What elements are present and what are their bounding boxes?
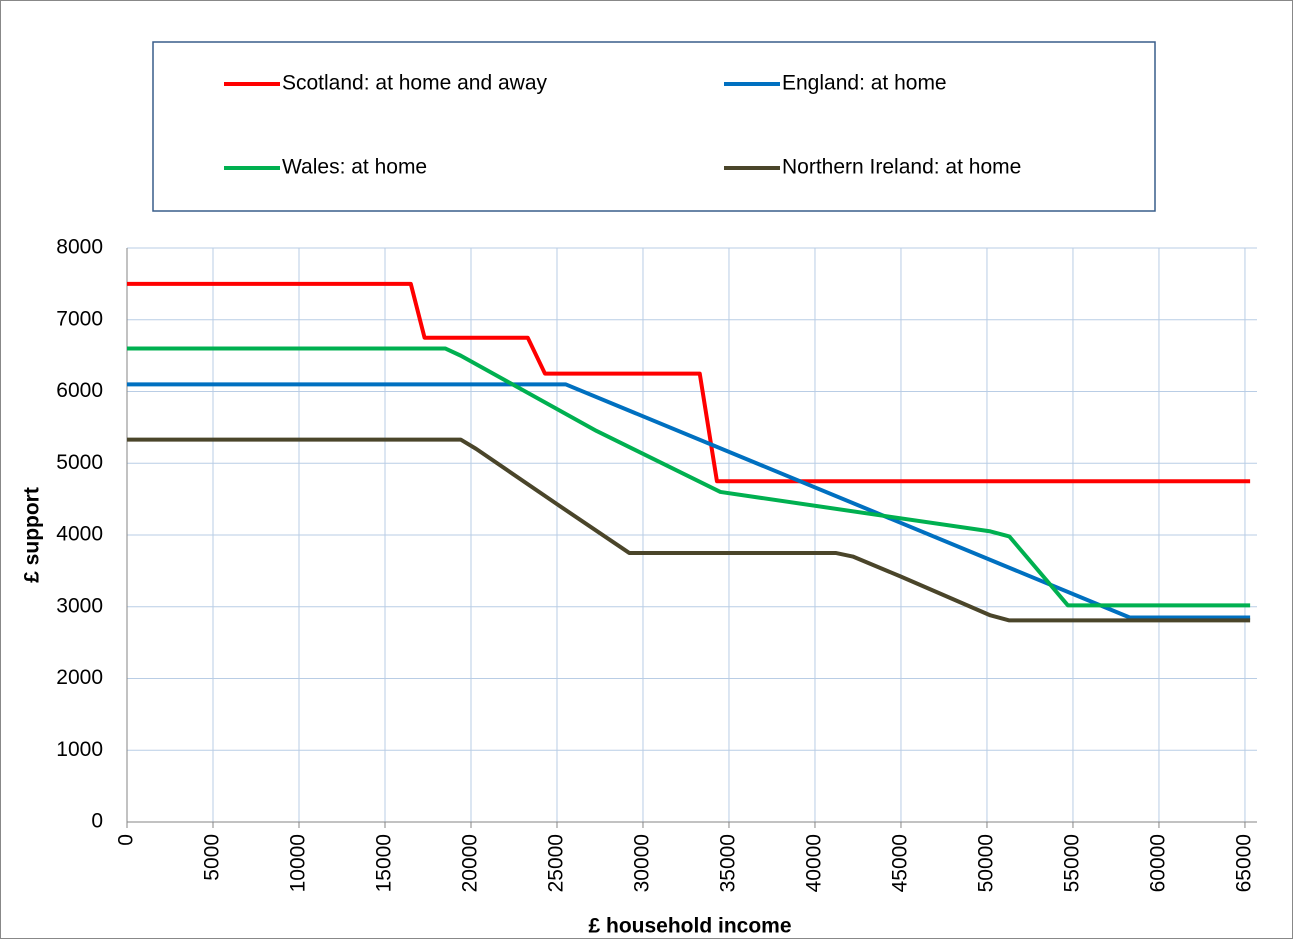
series-line — [127, 437, 1251, 623]
x-tick-label: 50000 — [975, 834, 998, 892]
x-tick-label: 20000 — [459, 834, 482, 892]
y-tick-label: 1000 — [56, 738, 103, 761]
x-tick-label: 10000 — [287, 834, 310, 892]
y-tick-label: 8000 — [56, 236, 103, 259]
y-tick-label: 7000 — [56, 307, 103, 330]
y-tick-label: 0 — [91, 810, 103, 833]
x-tick-label: 60000 — [1147, 834, 1170, 892]
y-tick-label: 3000 — [56, 594, 103, 617]
x-tick-label: 25000 — [545, 834, 568, 892]
y-tick-label: 2000 — [56, 666, 103, 689]
x-tick-label: 40000 — [803, 834, 826, 892]
x-tick-label: 30000 — [631, 834, 654, 892]
x-tick-label: 65000 — [1233, 834, 1256, 892]
legend-box — [152, 41, 1156, 212]
legend-label: Wales: at home — [282, 156, 427, 179]
x-tick-label: 35000 — [717, 834, 740, 892]
legend-label: Northern Ireland: at home — [782, 156, 1021, 179]
x-tick-label: 45000 — [889, 834, 912, 892]
x-tick-label: 0 — [115, 834, 138, 846]
series-line — [127, 281, 1251, 484]
y-tick-label: 6000 — [56, 379, 103, 402]
x-axis-title: £ household income — [588, 915, 791, 938]
x-tick-label: 5000 — [201, 834, 224, 881]
legend-label: England: at home — [782, 72, 947, 95]
series-line — [127, 346, 1251, 608]
x-tick-label: 55000 — [1061, 834, 1084, 892]
series-line — [127, 382, 1251, 620]
y-tick-label: 5000 — [56, 451, 103, 474]
y-tick-label: 4000 — [56, 523, 103, 546]
x-tick-label: 15000 — [373, 834, 396, 892]
y-axis-title: £ support — [21, 487, 44, 583]
legend-label: Scotland: at home and away — [282, 72, 548, 95]
